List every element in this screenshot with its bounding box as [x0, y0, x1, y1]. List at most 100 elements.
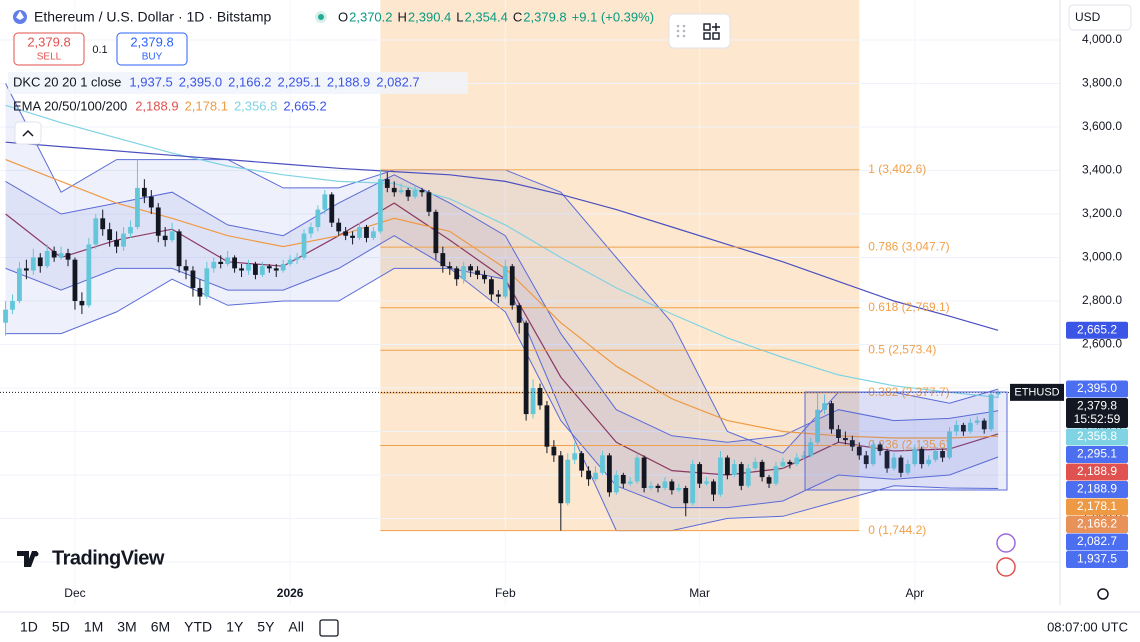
buy-label[interactable]: BUY	[142, 52, 163, 63]
range-button[interactable]: All	[288, 619, 304, 635]
candle-body	[225, 257, 231, 265]
candle-body	[745, 468, 751, 486]
candle-body	[495, 294, 501, 297]
buy-price[interactable]: 2,379.8	[130, 34, 173, 49]
candle-body	[981, 420, 987, 430]
y-tick-label: 3,400.0	[1082, 163, 1122, 177]
sell-label[interactable]: SELL	[37, 52, 62, 63]
candle-body	[364, 227, 369, 238]
candle-body	[787, 461, 793, 465]
candle-body	[301, 233, 307, 258]
fib-label: 0.5 (2,573.4)	[868, 342, 936, 356]
candle-body	[926, 459, 932, 465]
currency-label[interactable]: USD	[1075, 10, 1101, 24]
sell-button[interactable]	[13, 32, 85, 66]
price-badge-label: 2,356.8	[1077, 429, 1117, 443]
x-tick-label: Apr	[905, 586, 924, 600]
legend-value: 2,665.2	[283, 98, 326, 113]
candle-body	[405, 190, 411, 197]
price-badge	[1066, 428, 1128, 446]
range-button[interactable]: 3M	[117, 619, 136, 635]
ema-line	[5, 141, 999, 331]
candle-body	[613, 474, 619, 493]
candle-body	[523, 322, 529, 415]
price-badge-label: 2,188.9	[1077, 482, 1117, 496]
fib-label: 0.618 (2,769.1)	[868, 300, 949, 314]
candle-body	[218, 261, 224, 265]
candle-body	[79, 300, 85, 306]
alert-icon[interactable]	[996, 533, 1016, 553]
ohlc-key: H	[398, 9, 407, 24]
candle-body	[544, 405, 550, 447]
collapse-icon[interactable]	[22, 129, 34, 137]
legend-value: 2,188.9	[135, 98, 178, 113]
price-badge-label: 2,379.8	[1077, 399, 1117, 413]
candle-body	[662, 481, 668, 489]
price-badge	[1066, 551, 1128, 569]
range-button[interactable]: YTD	[184, 619, 212, 635]
candle-body	[37, 257, 43, 267]
candle-body	[933, 451, 939, 460]
candle-body	[10, 300, 15, 310]
legend-value: 2,082.7	[376, 74, 419, 89]
candle-body	[44, 250, 50, 267]
candle-body	[86, 244, 92, 306]
range-button[interactable]: 5Y	[257, 619, 275, 635]
y-tick-label: 2,800.0	[1082, 293, 1122, 307]
candle-body	[738, 464, 744, 486]
flag-icon[interactable]	[996, 557, 1016, 577]
candle-body	[537, 387, 543, 406]
candle-body	[239, 268, 244, 271]
buy-button[interactable]	[116, 32, 188, 66]
candle-body	[273, 268, 279, 271]
price-badge-label: 2,665.2	[1077, 322, 1117, 336]
logo-dot	[33, 551, 39, 557]
candle-body	[752, 461, 758, 469]
candle-body	[253, 264, 258, 275]
legend-value: 2,188.9	[327, 74, 370, 89]
symbol-tag	[1010, 383, 1064, 401]
price-badge	[1066, 533, 1128, 551]
candle-body	[114, 240, 120, 247]
candle-body	[870, 444, 876, 465]
ohlc-value: 2,370.2	[349, 9, 392, 24]
x-tick-label: Mar	[689, 586, 710, 600]
sell-price[interactable]: 2,379.8	[27, 34, 70, 49]
range-button[interactable]: 5D	[52, 619, 70, 635]
change: +9.1 (+0.39%)	[572, 9, 654, 24]
candle-body	[371, 231, 376, 238]
candle-body	[600, 455, 605, 473]
candle-body	[974, 420, 980, 423]
candle-body	[731, 464, 737, 475]
candle-body	[794, 457, 800, 465]
object-tree-button[interactable]	[703, 23, 720, 40]
candle-body	[780, 461, 786, 467]
candle-body	[100, 218, 106, 230]
ohlc-value: 2,379.8	[523, 9, 566, 24]
candle-body	[627, 481, 633, 484]
drag-handle[interactable]	[676, 24, 686, 38]
candle-body	[676, 488, 682, 491]
x-tick-label: Feb	[495, 586, 516, 600]
ohlc-key: O	[338, 9, 348, 24]
range-button[interactable]: 6M	[151, 619, 170, 635]
ohlc-row: O 2,370.2 H 2,390.4 L 2,354.4 C 2,379.8 +9.1 (+0…	[338, 9, 654, 24]
goto-date-button[interactable]	[319, 619, 339, 637]
candle-body	[898, 457, 904, 473]
range-button[interactable]: 1Y	[226, 619, 244, 635]
candle-body	[829, 403, 834, 430]
candle-body	[433, 211, 439, 254]
candle-body	[343, 231, 349, 236]
y-tick-label: 2,600.0	[1082, 337, 1122, 351]
candle-body	[967, 422, 973, 432]
fib-label: 0.236 (2,135.6)	[868, 438, 949, 452]
candle-body	[704, 481, 709, 484]
settings-icon[interactable]	[1097, 588, 1109, 600]
candle-body	[329, 194, 335, 223]
range-button[interactable]: 1M	[84, 619, 103, 635]
currency-select[interactable]	[1068, 4, 1132, 31]
candle-body	[516, 305, 522, 323]
range-button[interactable]: 1D	[20, 619, 38, 635]
collapse-button[interactable]	[14, 121, 42, 145]
range-box	[804, 391, 1008, 491]
